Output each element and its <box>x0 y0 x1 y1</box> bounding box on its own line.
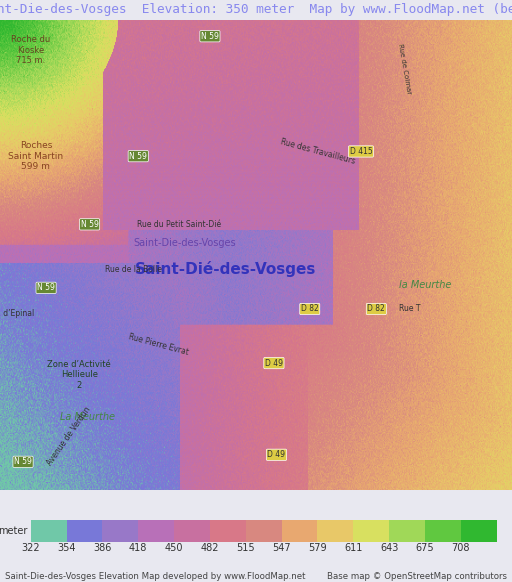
Text: Saint-Die-des-Vosges Elevation Map developed by www.FloodMap.net: Saint-Die-des-Vosges Elevation Map devel… <box>5 572 306 581</box>
Text: 482: 482 <box>201 543 219 553</box>
Bar <box>461 520 497 542</box>
Text: 386: 386 <box>93 543 112 553</box>
Text: N 59: N 59 <box>130 152 147 161</box>
Text: D 415: D 415 <box>350 147 372 156</box>
Text: D 49: D 49 <box>265 359 283 368</box>
Text: meter: meter <box>0 526 28 537</box>
Bar <box>31 520 67 542</box>
Bar <box>174 520 210 542</box>
Text: Zone d’Activité
Hellieule
2: Zone d’Activité Hellieule 2 <box>48 360 111 390</box>
Text: 515: 515 <box>237 543 255 553</box>
Bar <box>246 520 282 542</box>
Text: Saint-Die-des-Vosges  Elevation: 350 meter  Map by www.FloodMap.net (beta): Saint-Die-des-Vosges Elevation: 350 mete… <box>0 3 512 16</box>
Text: 611: 611 <box>344 543 362 553</box>
Text: D 82: D 82 <box>368 304 385 314</box>
Text: Rue du Petit Saint-Dié: Rue du Petit Saint-Dié <box>137 220 221 229</box>
Text: Rue Pierre Evrat: Rue Pierre Evrat <box>127 332 190 357</box>
Text: Saint-Die-des-Vosges: Saint-Die-des-Vosges <box>133 238 236 248</box>
Text: Rue des Travailleurs: Rue des Travailleurs <box>279 137 356 166</box>
Text: 675: 675 <box>416 543 434 553</box>
Bar <box>389 520 425 542</box>
Bar <box>67 520 102 542</box>
Text: Saint-Dié-des-Vosges: Saint-Dié-des-Vosges <box>135 261 316 277</box>
Text: La Meurthe: La Meurthe <box>59 412 115 422</box>
Text: 708: 708 <box>452 543 470 553</box>
Text: 322: 322 <box>22 543 40 553</box>
Text: la Meurthe: la Meurthe <box>399 281 451 290</box>
Text: 643: 643 <box>380 543 398 553</box>
Bar <box>425 520 461 542</box>
Text: Rue T: Rue T <box>399 304 420 314</box>
Text: D 82: D 82 <box>301 304 318 314</box>
Text: 418: 418 <box>129 543 147 553</box>
Text: 450: 450 <box>165 543 183 553</box>
Bar <box>102 520 138 542</box>
Bar <box>282 520 317 542</box>
Text: 547: 547 <box>272 543 291 553</box>
Text: N 59: N 59 <box>81 220 98 229</box>
Text: Roches
Saint Martin
599 m: Roches Saint Martin 599 m <box>8 141 63 171</box>
Text: D 49: D 49 <box>267 450 286 459</box>
Text: N 59: N 59 <box>37 283 55 292</box>
Bar <box>138 520 174 542</box>
Text: Rue de la Bolle: Rue de la Bolle <box>104 265 162 274</box>
Text: Rue de Colmar: Rue de Colmar <box>397 44 412 95</box>
Text: Avenue de Verdun: Avenue de Verdun <box>46 405 93 467</box>
Bar <box>353 520 389 542</box>
Text: Roche du
Kioske
715 m.: Roche du Kioske 715 m. <box>11 36 50 65</box>
Text: N 59: N 59 <box>201 32 219 41</box>
Text: Base map © OpenStreetMap contributors: Base map © OpenStreetMap contributors <box>327 572 507 581</box>
Text: 354: 354 <box>57 543 76 553</box>
Text: r. d’Epinal: r. d’Epinal <box>0 309 34 318</box>
Bar <box>317 520 353 542</box>
Bar <box>210 520 246 542</box>
Text: 579: 579 <box>308 543 327 553</box>
Text: N 59: N 59 <box>14 457 32 466</box>
